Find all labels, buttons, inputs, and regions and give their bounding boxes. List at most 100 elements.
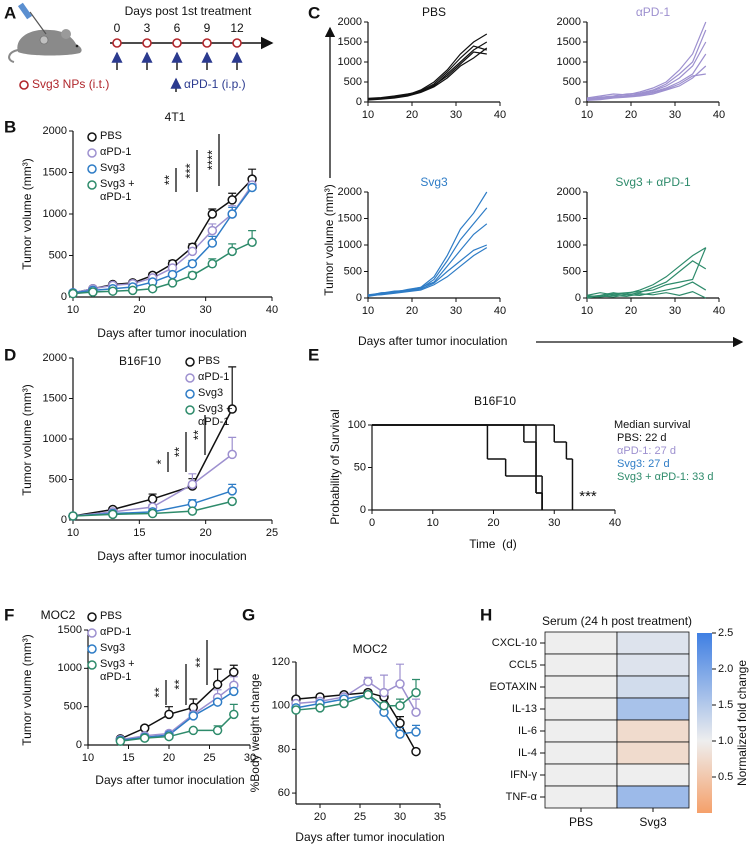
significance-label: **** <box>204 150 219 170</box>
y-tick-label: 1500 <box>43 166 67 178</box>
legend-marker <box>185 357 195 367</box>
legend-label-box: PBS <box>198 355 220 367</box>
treatment-dot <box>172 38 182 48</box>
significance-label: *** <box>182 163 197 178</box>
series-line <box>72 186 253 294</box>
data-point <box>363 676 373 687</box>
legend-label: Svg3 <box>100 162 126 174</box>
legend-label: αPD-1 <box>198 371 230 383</box>
legend-label: αPD-1 <box>100 626 132 638</box>
significance-label: ** <box>151 687 166 697</box>
data-point <box>127 285 138 296</box>
data-point <box>227 209 237 219</box>
day-label: 12 <box>230 21 244 35</box>
data-point <box>212 725 223 736</box>
data-point <box>188 725 199 736</box>
panel-title: αPD-1 <box>636 5 671 19</box>
y-tick-label: 2000 <box>43 352 67 364</box>
data-point <box>315 703 325 713</box>
x-axis-label: Days after tumor inoculation <box>295 830 444 844</box>
x-tick-label: 30 <box>244 752 256 764</box>
data-point <box>188 711 199 721</box>
data-point <box>379 687 389 698</box>
x-tick-label: 25 <box>354 811 366 823</box>
y-tick-label: 1000 <box>557 56 581 68</box>
legend-label-box: Svg3 <box>100 162 126 174</box>
series-line <box>72 241 253 295</box>
y-tick-label: 50 <box>354 461 366 473</box>
heatmap-cell <box>544 719 618 743</box>
y-tick-label: 1500 <box>557 212 581 224</box>
heatmap-cell <box>616 763 690 787</box>
data-point <box>88 287 98 297</box>
row-label: IL-4 <box>518 747 537 759</box>
heatmap-cell <box>544 697 618 721</box>
chart-title: B16F10 <box>119 354 161 368</box>
mouse-line <box>586 260 707 298</box>
y-tick-label: 2000 <box>338 16 362 28</box>
chart-title: MOC2 <box>353 642 388 656</box>
legend-label: Svg3 NPs (i.t.) <box>32 77 109 91</box>
data-point <box>187 246 198 257</box>
legend-label-box: Svg3 + αPD-1 <box>100 178 135 203</box>
heatmap-cell <box>544 785 618 809</box>
x-tick-label: 30 <box>450 305 462 317</box>
legend-marker <box>87 612 97 622</box>
data-point <box>227 486 237 496</box>
y-tick-label: 1000 <box>338 56 362 68</box>
legend-marker <box>87 148 97 158</box>
legend-label-box: αPD-1 <box>100 146 132 158</box>
x-tick-label: 10 <box>67 304 79 316</box>
y-tick-label: 0 <box>61 514 67 526</box>
y-tick-label: 0 <box>356 96 362 108</box>
panel-title: Svg3 <box>420 175 448 189</box>
mouse-line <box>586 21 707 99</box>
heatmap-cell <box>616 719 690 743</box>
legend-title: Median survival <box>614 419 690 431</box>
y-tick-label: 0 <box>356 292 362 304</box>
legend-marker <box>87 180 97 190</box>
y-tick-label: 2000 <box>557 16 581 28</box>
data-point <box>68 511 78 521</box>
x-tick-label: 10 <box>362 305 374 317</box>
y-tick-label: 500 <box>563 265 581 277</box>
data-point <box>395 700 405 711</box>
x-tick-label: 10 <box>581 305 593 317</box>
x-tick-label: 40 <box>609 517 621 529</box>
x-tick-label: 10 <box>581 109 593 121</box>
data-point <box>164 709 174 720</box>
mouse-line <box>586 65 707 101</box>
data-point <box>229 709 239 720</box>
x-tick-label: 20 <box>406 305 418 317</box>
mouse-line <box>367 247 488 296</box>
x-tick-label: 25 <box>266 527 278 539</box>
heatmap-cell <box>544 763 618 787</box>
y-tick-label: 0 <box>360 504 366 516</box>
data-point <box>187 270 198 281</box>
colorbar-tick-label: 1.5 <box>718 699 733 711</box>
legend-label: Svg3 + αPD-1 <box>100 178 135 203</box>
data-point <box>247 182 257 193</box>
data-point <box>395 718 405 728</box>
legend-label: Svg3 + αPD-1 <box>100 658 135 683</box>
significance-label: ** <box>171 447 186 457</box>
data-point <box>291 705 301 715</box>
data-point <box>212 697 223 707</box>
x-tick-label: 20 <box>406 109 418 121</box>
data-point <box>395 729 405 739</box>
panel-letter: E <box>308 345 319 364</box>
heatmap-cell <box>616 653 690 677</box>
y-tick-label: 1500 <box>58 624 82 636</box>
data-point <box>167 269 178 280</box>
data-point <box>411 727 421 737</box>
legend-label-box: Svg3 <box>100 642 126 654</box>
legend-label: αPD-1 <box>100 146 132 158</box>
y-tick-label: 2000 <box>338 186 362 198</box>
y-tick-label: 500 <box>344 265 362 277</box>
data-point <box>212 679 223 690</box>
panel-letter: D <box>4 345 16 364</box>
y-tick-label: 1000 <box>58 662 82 674</box>
legend-label: Svg3 <box>100 642 126 654</box>
data-point <box>227 404 237 414</box>
